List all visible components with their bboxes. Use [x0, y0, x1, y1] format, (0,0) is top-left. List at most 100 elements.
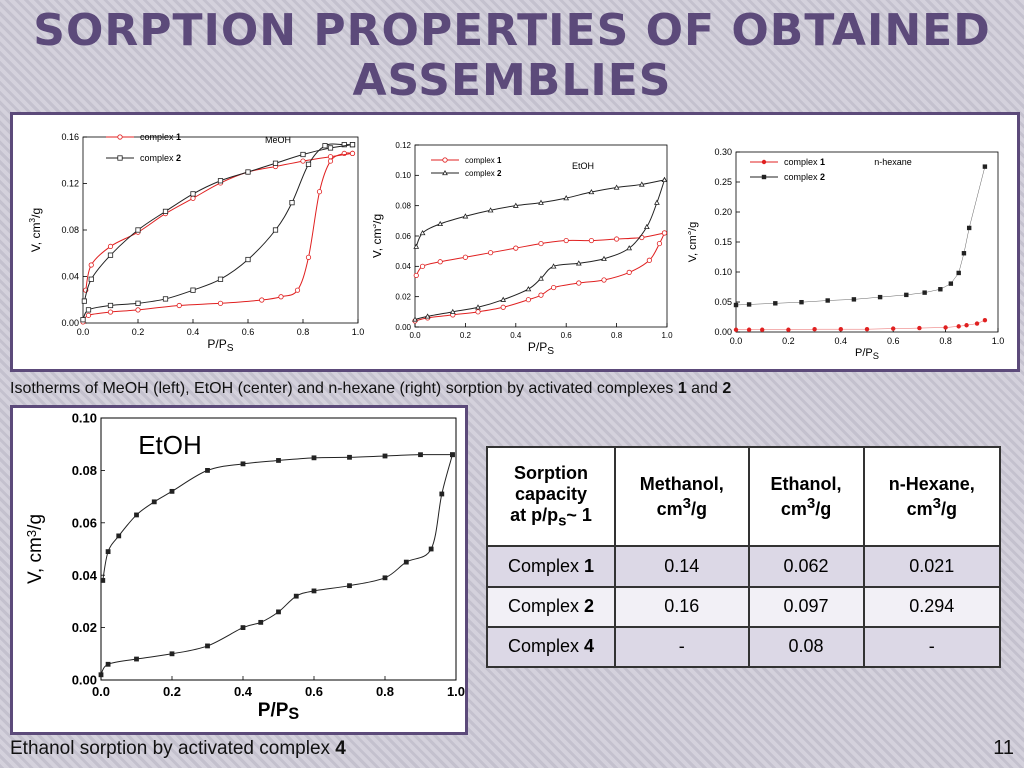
- y-tick-label: 0.06: [395, 232, 411, 241]
- x-tick-label: 1.0: [661, 331, 673, 340]
- data-point: [760, 327, 765, 332]
- top-caption-complex2: 2: [722, 380, 732, 397]
- series-2: [412, 176, 668, 322]
- data-point: [413, 272, 419, 279]
- cell-ethanol: 0.097: [747, 585, 865, 628]
- data-point: [424, 313, 431, 319]
- data-point: [812, 326, 817, 332]
- table-header-row: Sorption capacity at p/ps~ 1 Methanol, cm…: [486, 445, 1002, 548]
- x-tick-label: 0.6: [242, 327, 255, 337]
- data-point: [437, 259, 443, 265]
- data-point: [851, 297, 857, 302]
- y-axis-label-tail: /g: [373, 214, 384, 224]
- legend-label-text: complex: [784, 172, 820, 182]
- meoh-chart: 0.0 0.2 0.4 0.6 0.8 1.0 0.00 0.04 0.08 0.12 0.16 P/…: [28, 132, 364, 354]
- data-point: [278, 294, 284, 300]
- y-tick-label: 0.12: [61, 179, 79, 189]
- data-point: [956, 270, 961, 276]
- data-point: [347, 583, 352, 589]
- data-point: [654, 199, 660, 205]
- legend-label-text: complex: [465, 169, 497, 178]
- data-point: [259, 297, 265, 303]
- series-2: [733, 164, 988, 308]
- data-point: [956, 324, 961, 329]
- data-point: [272, 160, 279, 166]
- y-tick-label: 0.25: [714, 177, 732, 187]
- unit: cm: [656, 498, 683, 519]
- x-axis-label-main: P/P: [207, 337, 226, 351]
- series-desorption-line: [415, 179, 665, 247]
- data-point: [538, 240, 544, 247]
- x-tick-label: 1.0: [992, 336, 1005, 346]
- data-point: [500, 304, 506, 310]
- legend-marker: [117, 134, 123, 140]
- top-caption-text: Isotherms of MeOH (left), EtOH (center) …: [10, 380, 678, 397]
- y-tick-label: 0.02: [395, 292, 411, 301]
- data-point: [205, 468, 210, 473]
- data-point: [626, 245, 633, 251]
- isotherms-panel: 0.0 0.2 0.4 0.6 0.8 1.0 0.00 0.04 0.08 0.12 0.16 P/…: [10, 112, 1020, 372]
- data-point: [190, 191, 196, 197]
- y-tick-label: 0.06: [72, 515, 97, 530]
- data-point: [943, 325, 948, 330]
- x-axis-label-sub: S: [547, 346, 554, 357]
- y-tick-label: 0.04: [72, 568, 98, 583]
- legend-label-num: 2: [176, 153, 181, 163]
- row-label: Complex 4: [486, 625, 616, 669]
- data-point: [413, 243, 420, 249]
- legend-label: complex 2: [784, 172, 825, 182]
- data-point: [294, 287, 301, 293]
- hexane-chart: 0.0 0.2 0.4 0.6 0.8 1.0 0.00 0.05 0.10 0.15 0.20 0.…: [688, 147, 1005, 361]
- data-point: [217, 178, 224, 184]
- series-adsorption-line: [82, 143, 353, 320]
- data-point: [327, 158, 334, 164]
- unit: cm: [780, 498, 807, 519]
- table-row: Complex 4 - 0.08 -: [486, 625, 1002, 669]
- cell-methanol: 0.16: [614, 585, 750, 628]
- y-axis-label-main: V, cm: [688, 235, 699, 262]
- header-methanol: Methanol, cm3/g: [614, 445, 750, 548]
- row-label: Complex 1: [486, 545, 616, 588]
- x-tick-label: 0.6: [561, 331, 573, 340]
- data-point: [169, 651, 175, 657]
- x-tick-label: 0.2: [132, 327, 145, 337]
- top-caption-complex1: 1: [677, 380, 687, 397]
- data-point: [316, 189, 323, 195]
- data-point: [475, 304, 481, 310]
- legend-label-text: complex: [140, 153, 176, 163]
- x-tick-label: 0.8: [297, 327, 310, 337]
- data-point: [656, 240, 663, 247]
- y-tick-label: 0.02: [72, 620, 97, 635]
- plot-frame: [82, 136, 359, 324]
- complex4-etoh-chart: 0.0 0.2 0.4 0.6 0.8 1.0 0.00 0.02 0.04 0.06 0.08 0.…: [24, 411, 465, 723]
- y-tick-label: 0.04: [61, 272, 79, 282]
- data-point: [891, 326, 896, 331]
- legend-label: complex 1: [465, 156, 502, 165]
- data-point: [305, 161, 312, 167]
- data-point: [100, 578, 106, 583]
- data-point: [938, 287, 943, 292]
- data-point: [550, 263, 557, 269]
- legend-marker: [761, 159, 767, 165]
- header-line3: at p/p: [510, 505, 559, 526]
- cell-hexane: 0.294: [862, 585, 1002, 628]
- data-point: [276, 458, 281, 463]
- legend-label: complex 2: [465, 169, 502, 178]
- y-tick-label: 0.08: [61, 225, 79, 235]
- data-point: [449, 308, 456, 314]
- data-point: [107, 309, 114, 315]
- data-point: [877, 294, 883, 300]
- data-point: [305, 254, 312, 260]
- series-desorption-line: [85, 152, 353, 291]
- data-point: [961, 251, 967, 256]
- data-point: [81, 298, 87, 304]
- data-point: [437, 220, 444, 227]
- y-axis-label: V, cm3/g: [373, 214, 384, 258]
- data-point: [258, 619, 264, 625]
- chart-title: MeOH: [265, 135, 291, 145]
- data-point: [162, 296, 169, 302]
- data-point: [601, 277, 607, 283]
- data-point: [88, 262, 94, 268]
- y-axis-label-sup: 3: [24, 530, 39, 537]
- data-point: [311, 588, 317, 594]
